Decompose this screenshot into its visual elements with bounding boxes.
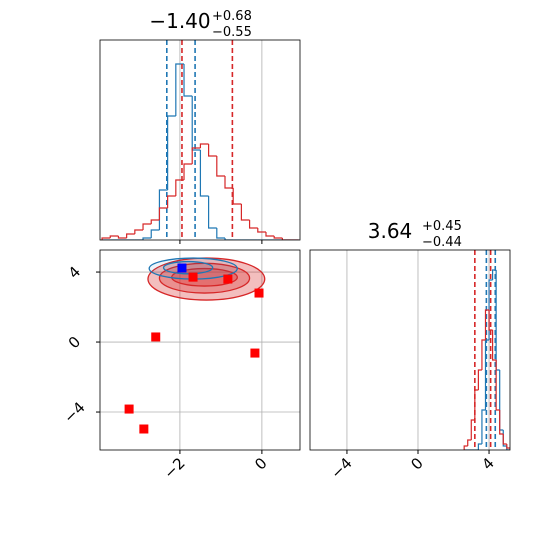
histogram-bin	[495, 360, 500, 411]
point	[250, 348, 260, 358]
x-tick-label: 0	[251, 454, 270, 473]
histogram-bin	[281, 238, 291, 240]
histogram-bin	[167, 195, 176, 208]
histogram-bin	[467, 439, 472, 446]
x-tick-label: 0	[407, 454, 426, 473]
title-upper: +0.68	[212, 9, 252, 24]
panel-title: −1.40	[149, 9, 210, 33]
histogram-bin	[232, 188, 242, 205]
y-tick-label: 4	[65, 263, 84, 282]
histogram-bin	[484, 309, 490, 340]
histogram-bin	[240, 204, 250, 221]
y-tick-label: 0	[65, 333, 84, 352]
title-value: −1.40	[149, 9, 210, 33]
histogram-bin	[257, 228, 266, 233]
histogram-bin	[167, 115, 176, 190]
histogram-bin	[491, 330, 497, 361]
x-tick-label: −4	[327, 454, 355, 482]
histogram-bin	[481, 409, 486, 444]
histogram-bin	[150, 219, 160, 224]
histogram-bin	[142, 223, 152, 230]
point	[177, 263, 187, 273]
histogram-bin	[126, 233, 135, 238]
axes-frame	[309, 249, 511, 451]
histogram-bin	[183, 163, 193, 180]
histogram-bin	[101, 237, 111, 240]
histogram-bin	[150, 229, 160, 238]
histogram-bin	[199, 143, 209, 148]
plot-area	[346, 250, 510, 450]
histogram-bin	[224, 176, 234, 189]
histogram-bin	[109, 235, 119, 238]
title-lower: −0.55	[212, 25, 252, 40]
histogram-bin	[481, 339, 486, 370]
x-tick-label: −2	[160, 454, 188, 482]
point	[139, 424, 149, 434]
title-upper: +0.45	[422, 219, 462, 234]
histogram-bin	[142, 237, 152, 240]
point	[151, 332, 161, 342]
histogram-bin	[273, 236, 283, 239]
x-tick-label: 4	[478, 454, 497, 473]
histogram-bin	[208, 196, 217, 229]
histogram-bin	[216, 228, 225, 239]
histogram-bin	[191, 147, 201, 164]
histogram-bin	[502, 434, 507, 445]
histogram-bin	[199, 150, 209, 197]
histogram-bin	[499, 410, 504, 435]
histogram-bin	[463, 445, 468, 450]
point	[124, 404, 134, 414]
histogram-bin	[506, 444, 510, 450]
histogram-bin	[208, 144, 217, 157]
histogram-bin	[477, 443, 482, 450]
point	[254, 288, 264, 298]
histogram-bin	[117, 236, 127, 239]
point	[223, 274, 233, 284]
histogram-bin	[183, 64, 193, 97]
contour	[162, 260, 214, 275]
histogram-bin	[248, 220, 258, 229]
y-tick-label: −4	[60, 398, 88, 426]
title-lower: −0.44	[422, 235, 462, 250]
histogram-bin	[265, 232, 275, 237]
histogram-bin	[158, 207, 168, 220]
plot-area	[101, 40, 299, 240]
axes-frame	[99, 39, 301, 241]
axes-frame	[99, 249, 301, 451]
histogram-bin	[216, 156, 225, 177]
histogram-bin	[134, 229, 144, 234]
histogram-bin	[477, 369, 482, 390]
histogram-bin	[224, 238, 234, 240]
point	[188, 272, 198, 282]
histogram-bin	[470, 419, 475, 440]
plot-area	[100, 250, 300, 450]
histogram-bin	[191, 96, 201, 151]
title-value: 3.64	[368, 219, 413, 243]
histogram-bin	[495, 270, 500, 371]
panel-title: 3.64	[368, 219, 413, 243]
